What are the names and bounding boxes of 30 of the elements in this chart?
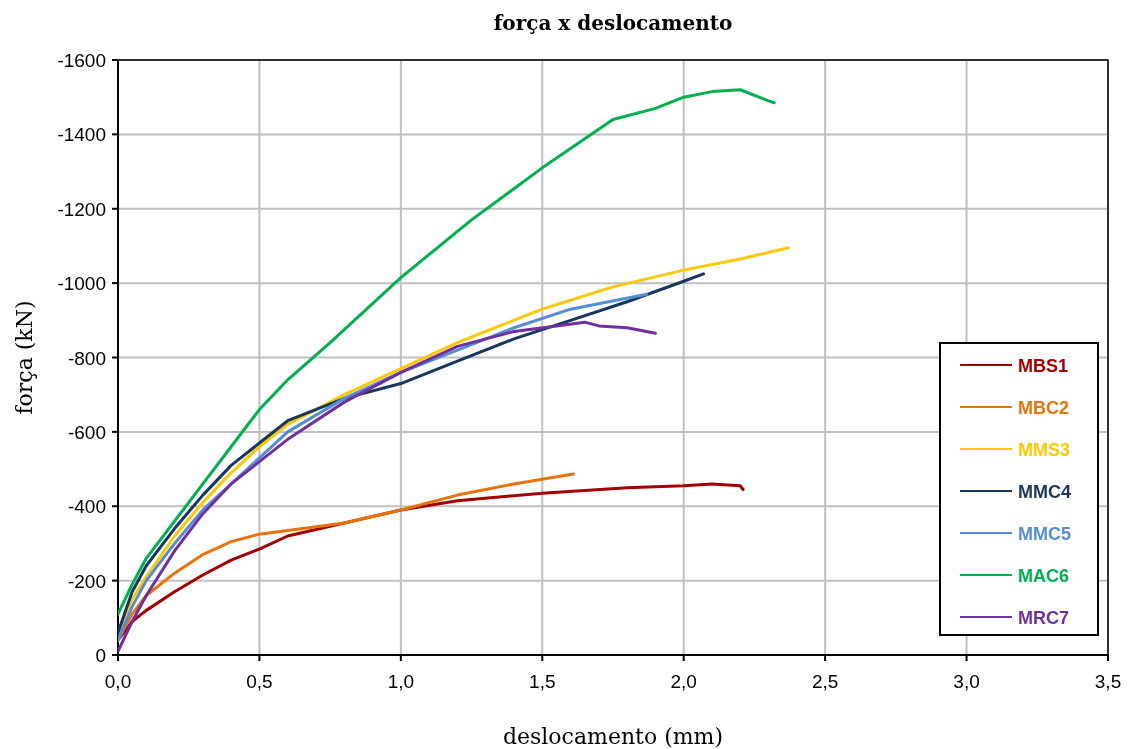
x-tick-label: 2,5 (811, 671, 839, 692)
chart-title: força x deslocamento (493, 11, 733, 35)
y-tick-label: -200 (67, 570, 106, 592)
legend-label: MMS3 (1018, 440, 1071, 460)
legend-label: MMC5 (1018, 524, 1071, 544)
y-tick-label: -400 (67, 496, 106, 518)
y-tick-label: -1000 (57, 273, 106, 295)
x-axis-title: deslocamento (mm) (502, 724, 724, 749)
line-series (118, 272, 706, 635)
line-series (118, 472, 575, 642)
legend-label: MBS1 (1018, 356, 1069, 376)
x-tick-label: 1,5 (529, 671, 556, 692)
x-tick-label: 3,0 (953, 671, 980, 692)
x-tick-label: 0,5 (246, 671, 273, 692)
y-tick-label: -800 (67, 347, 106, 369)
legend-label: MRC7 (1018, 608, 1070, 628)
y-tick-label: -600 (67, 421, 106, 443)
x-tick-label: 1,0 (387, 671, 415, 692)
line-series (118, 88, 776, 616)
x-tick-label: 2,0 (670, 671, 697, 692)
y-tick-label: -1200 (57, 198, 106, 220)
x-tick-label: 0,0 (104, 671, 132, 692)
y-tick-label: -1600 (57, 50, 106, 71)
y-axis-title: força (kN) (12, 300, 37, 415)
x-tick-label: 3,5 (1094, 671, 1122, 692)
y-tick-label: -1400 (57, 124, 106, 146)
y-tick-label: 0 (95, 645, 106, 666)
legend-label: MAC6 (1018, 566, 1070, 586)
legend-label: MMC4 (1018, 482, 1071, 502)
legend-label: MBC2 (1018, 398, 1070, 418)
